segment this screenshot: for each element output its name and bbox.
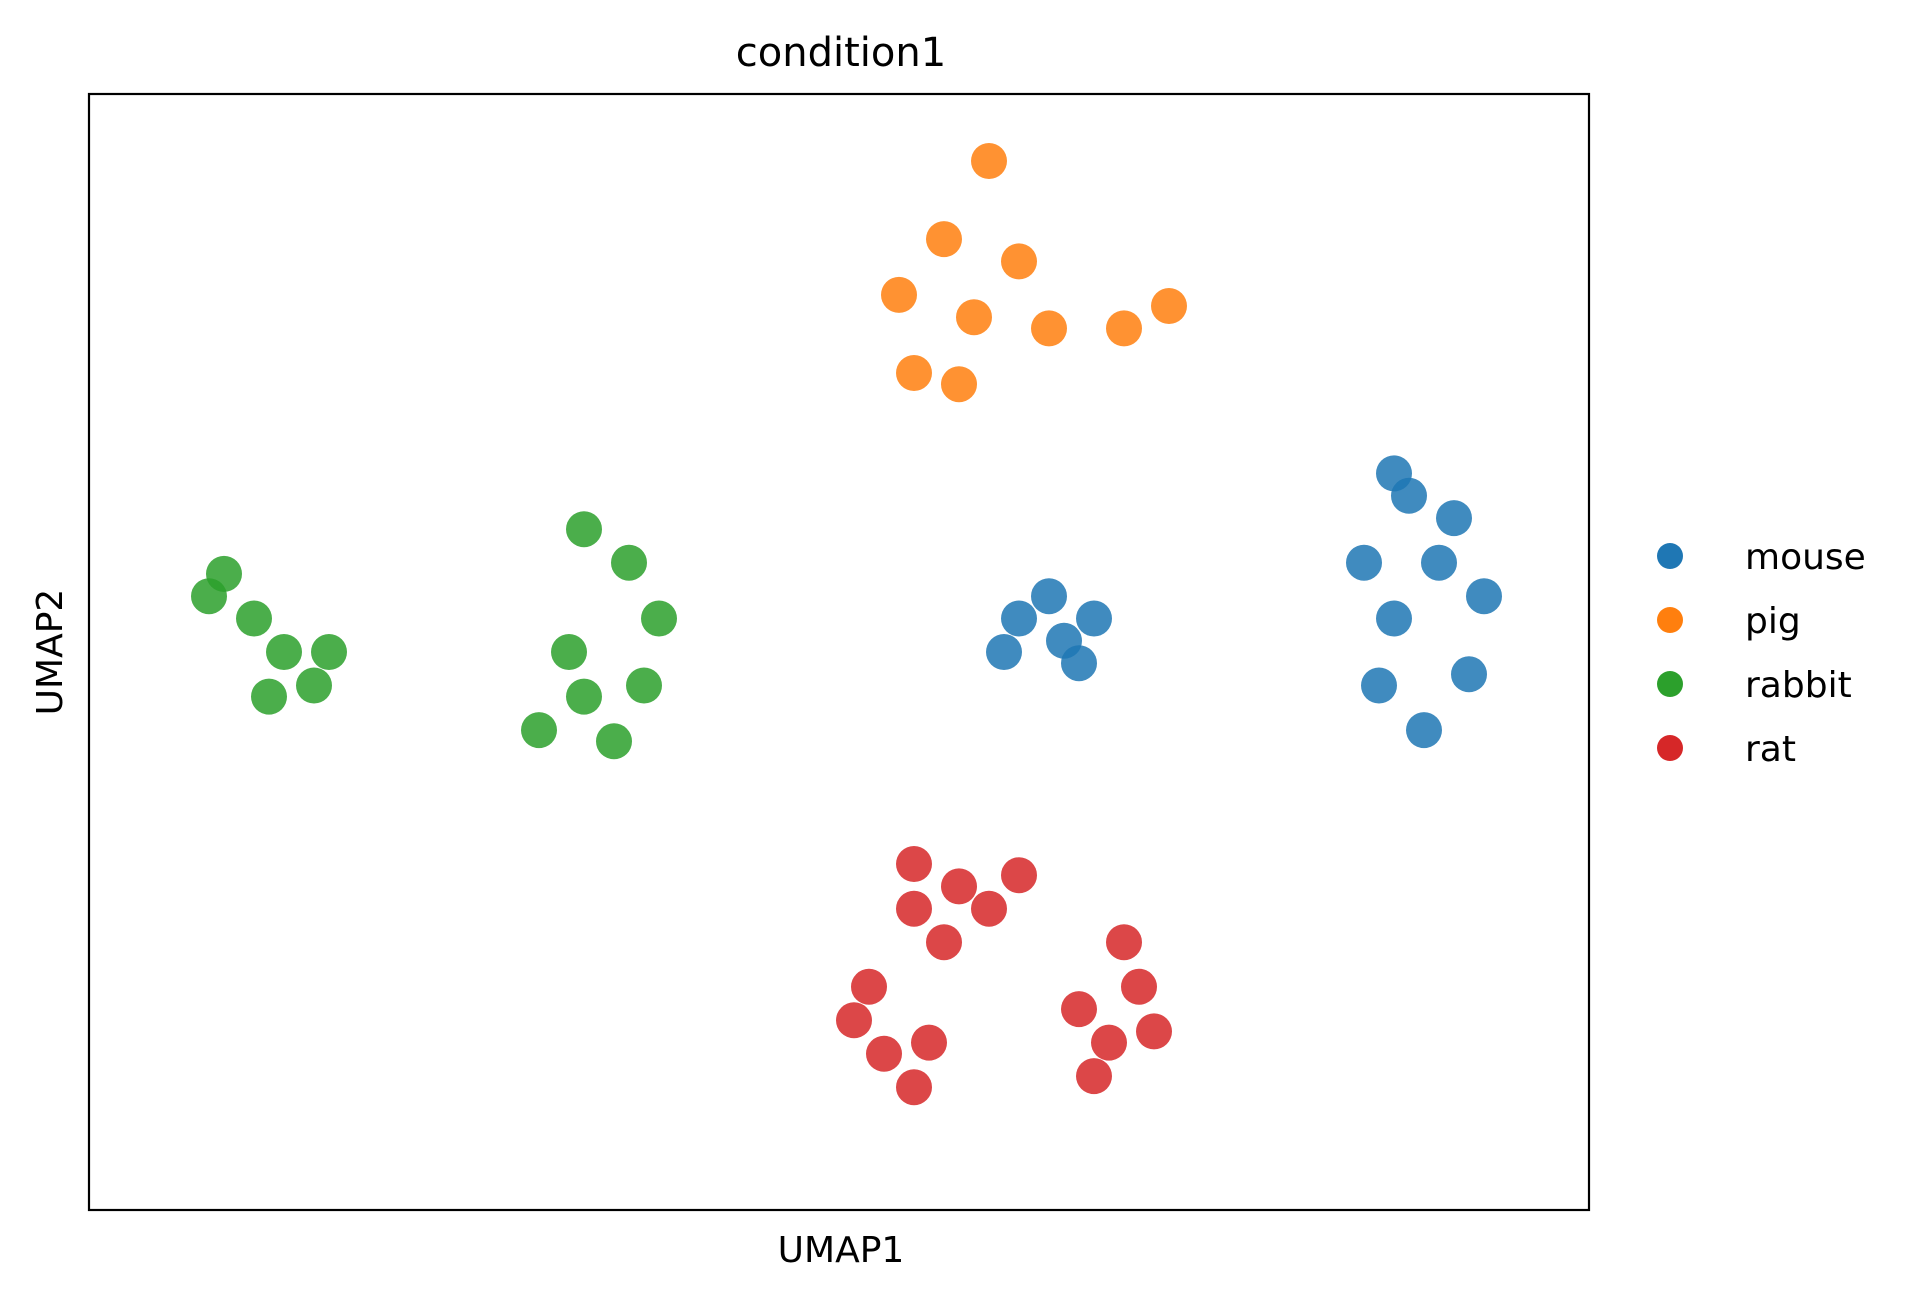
point-rabbit-1-3 (626, 667, 662, 704)
point-rat-2-4 (1076, 1058, 1112, 1095)
point-rat-0-2 (971, 890, 1007, 927)
point-mouse-0-3 (1451, 656, 1487, 693)
point-rat-2-5 (1106, 924, 1142, 961)
legend-label-mouse: mouse (1745, 537, 1866, 578)
point-rat-2-3 (1136, 1013, 1172, 1050)
legend-marker-pig (1657, 607, 1683, 633)
point-pig-0-3 (1001, 243, 1037, 280)
legend-label-rat: rat (1745, 729, 1796, 770)
point-mouse-0-9 (1466, 578, 1502, 615)
series-mouse (986, 455, 1502, 749)
point-mouse-1-4 (1061, 645, 1097, 682)
point-pig-0-7 (1106, 310, 1142, 347)
point-mouse-1-2 (1076, 600, 1112, 637)
x-axis-label: UMAP1 (778, 1230, 905, 1271)
point-rat-0-5 (896, 890, 932, 927)
point-rabbit-1-6 (566, 511, 602, 548)
point-rat-2-0 (1061, 991, 1097, 1028)
point-rabbit-0-4 (206, 555, 242, 592)
point-mouse-1-0 (1001, 600, 1037, 637)
point-rabbit-0-1 (236, 600, 272, 637)
point-rabbit-0-3 (296, 667, 332, 704)
legend-marker-mouse (1657, 543, 1683, 569)
point-pig-0-2 (956, 299, 992, 336)
point-mouse-0-6 (1436, 500, 1472, 537)
point-rat-2-2 (1121, 968, 1157, 1005)
point-mouse-0-7 (1361, 667, 1397, 704)
point-pig-0-1 (926, 221, 962, 258)
point-rat-1-4 (911, 1024, 947, 1061)
point-mouse-0-1 (1421, 544, 1457, 581)
scatter-points (191, 143, 1502, 1106)
point-rat-0-1 (941, 868, 977, 905)
point-pig-0-6 (1031, 310, 1067, 347)
point-mouse-0-4 (1406, 712, 1442, 749)
point-rat-0-3 (926, 924, 962, 961)
legend-marker-rat (1657, 735, 1683, 761)
point-mouse-1-3 (1031, 578, 1067, 615)
point-mouse-0-8 (1346, 544, 1382, 581)
point-pig-0-9 (971, 143, 1007, 179)
point-pig-0-8 (1151, 288, 1187, 324)
point-mouse-1-5 (986, 634, 1022, 670)
point-rabbit-1-2 (596, 723, 632, 760)
legend-label-pig: pig (1745, 601, 1801, 642)
series-rabbit (191, 511, 677, 760)
point-rat-0-4 (1001, 857, 1037, 894)
point-rabbit-0-6 (311, 634, 347, 670)
point-rat-1-0 (836, 1002, 872, 1039)
point-rat-2-1 (1091, 1024, 1127, 1061)
point-rabbit-1-4 (641, 600, 677, 637)
point-rabbit-1-7 (551, 634, 587, 670)
plot-frame (87, 92, 1591, 1212)
point-rat-1-1 (866, 1035, 902, 1072)
point-rat-1-2 (896, 1069, 932, 1106)
point-rabbit-1-5 (611, 544, 647, 581)
legend: mouse pig rabbit rat (1657, 537, 1866, 770)
point-rabbit-0-5 (251, 678, 287, 715)
legend-label-rabbit: rabbit (1745, 665, 1852, 706)
point-mouse-0-5 (1376, 455, 1412, 492)
series-pig (881, 143, 1187, 403)
series-rat (836, 846, 1172, 1106)
point-rabbit-1-0 (521, 712, 557, 749)
chart-title: condition1 (736, 30, 946, 76)
point-rat-0-0 (896, 846, 932, 882)
point-rat-1-3 (851, 968, 887, 1005)
point-pig-0-4 (896, 355, 932, 391)
point-rabbit-0-2 (266, 634, 302, 670)
y-axis-label: UMAP2 (30, 589, 71, 716)
legend-marker-rabbit (1657, 671, 1683, 697)
point-pig-0-0 (881, 276, 917, 313)
point-pig-0-5 (941, 366, 977, 403)
point-rabbit-1-1 (566, 678, 602, 715)
point-mouse-0-2 (1376, 600, 1412, 637)
